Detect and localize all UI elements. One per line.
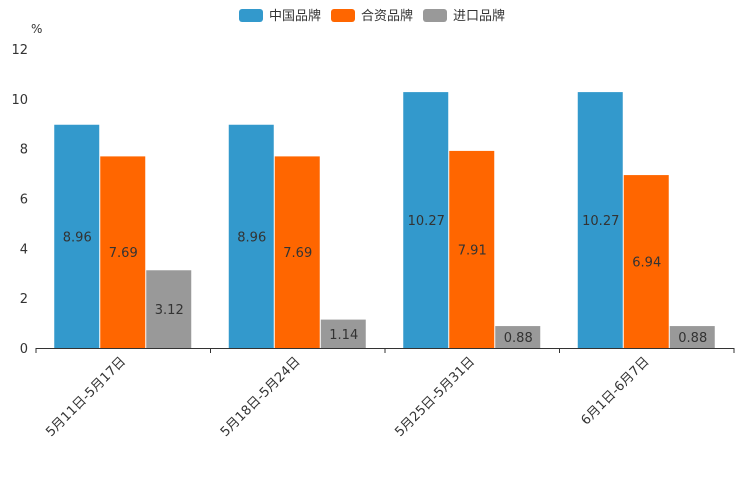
bar-value-label: 3.12 — [155, 303, 184, 318]
legend-swatch — [239, 9, 263, 22]
bar-value-label: 7.69 — [109, 246, 138, 261]
y-axis-unit-label: % — [31, 22, 42, 36]
y-tick-label: 12 — [11, 43, 28, 58]
bar — [403, 92, 449, 348]
bar — [100, 156, 146, 348]
y-axis: 0 2 4 6 8 10 12 — [11, 43, 37, 357]
bar-value-label: 7.69 — [283, 246, 312, 261]
bar-value-label: 1.14 — [329, 328, 358, 343]
legend-swatch — [331, 9, 355, 22]
bar-value-label: 6.94 — [632, 256, 661, 271]
bar-value-label: 0.88 — [678, 331, 707, 346]
bars: 8.96 7.69 3.12 8.96 7.69 1.14 10.27 7.91 0.88 10.… — [54, 92, 715, 348]
bar-value-label: 8.96 — [237, 230, 266, 245]
x-tick-label: 5月18日-5月24日 — [218, 354, 304, 440]
bar-value-label: 0.88 — [504, 331, 533, 346]
bar-value-label: 10.27 — [408, 214, 445, 229]
bar — [146, 270, 192, 348]
bar — [669, 326, 715, 348]
y-tick-label: 2 — [20, 292, 28, 307]
bar — [54, 124, 100, 348]
x-tick-label: 5月25日-5月31日 — [392, 354, 478, 440]
y-tick-label: 0 — [20, 342, 28, 357]
x-tick-label: 6月1日-6月7日 — [578, 354, 652, 428]
bar — [274, 156, 320, 348]
bar — [449, 150, 495, 348]
legend-swatch — [423, 9, 447, 22]
legend-label: 中国品牌 — [269, 8, 321, 24]
legend-label: 合资品牌 — [361, 8, 413, 24]
bar-value-label: 10.27 — [582, 214, 619, 229]
y-tick-label: 6 — [20, 193, 28, 208]
y-tick-label: 4 — [20, 242, 28, 257]
x-tick-label: 5月11日-5月17日 — [43, 354, 129, 440]
legend: 中国品牌 合资品牌 进口品牌 — [239, 8, 505, 24]
x-axis: 5月11日-5月17日 5月18日-5月24日 5月25日-5月31日 6月1日-6月… — [35, 348, 735, 440]
bar — [320, 319, 366, 348]
legend-label: 进口品牌 — [453, 8, 505, 24]
bar — [623, 175, 669, 348]
bar — [577, 92, 623, 348]
y-tick-label: 8 — [20, 143, 28, 158]
bar — [495, 326, 541, 348]
bar-value-label: 8.96 — [63, 230, 92, 245]
bar-value-label: 7.91 — [458, 243, 487, 258]
bar — [228, 124, 274, 348]
y-tick-label: 10 — [11, 93, 28, 108]
